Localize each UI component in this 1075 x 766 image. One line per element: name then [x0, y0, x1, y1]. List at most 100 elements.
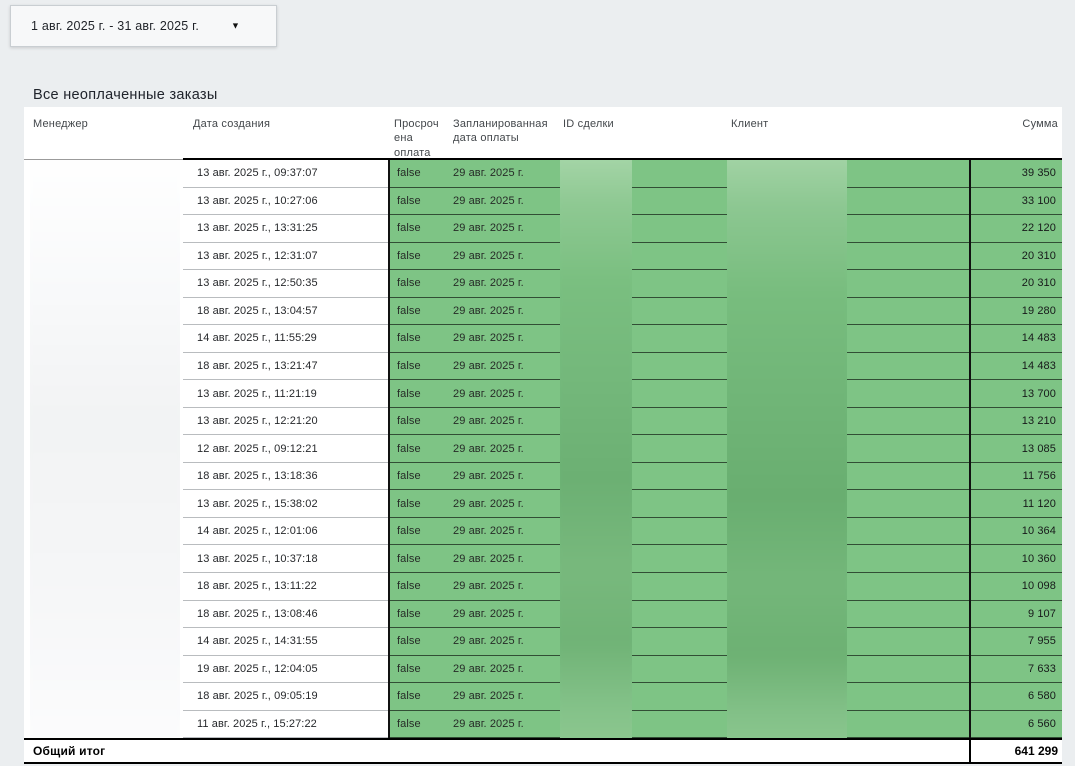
- created-cell: 13 авг. 2025 г., 10:27:06: [183, 188, 389, 216]
- created-cell: 18 авг. 2025 г., 13:21:47: [183, 353, 389, 381]
- created-cell: 13 авг. 2025 г., 09:37:07: [183, 160, 389, 188]
- created-date-column: 13 авг. 2025 г., 09:37:07 13 авг. 2025 г.…: [183, 160, 389, 739]
- empty-cell: [847, 215, 970, 243]
- empty-cell: [847, 601, 970, 629]
- empty-cell: [847, 243, 970, 271]
- empty-cell: [847, 408, 970, 436]
- overdue-cell: false: [389, 298, 448, 326]
- planned-cell: 29 авг. 2025 г.: [448, 298, 560, 326]
- empty-cell: [632, 463, 727, 491]
- amount-cell: 13 210: [970, 408, 1062, 436]
- overdue-cell: false: [389, 463, 448, 491]
- overdue-cell: false: [389, 435, 448, 463]
- overdue-cell: false: [389, 160, 448, 188]
- empty-cell: [632, 656, 727, 684]
- empty-cell: [847, 270, 970, 298]
- planned-cell: 29 авг. 2025 г.: [448, 160, 560, 188]
- amount-cell: 13 085: [970, 435, 1062, 463]
- planned-cell: 29 авг. 2025 г.: [448, 656, 560, 684]
- planned-cell: 29 авг. 2025 г.: [448, 463, 560, 491]
- empty-cell: [847, 711, 970, 739]
- created-cell: 14 авг. 2025 г., 14:31:55: [183, 628, 389, 656]
- manager-column: [24, 160, 183, 738]
- planned-cell: 29 авг. 2025 г.: [448, 490, 560, 518]
- grand-total-label: Общий итог: [33, 744, 106, 758]
- amount-cell: 10 098: [970, 573, 1062, 601]
- column-header-client: Клиент: [731, 118, 769, 130]
- amount-cell: 10 364: [970, 518, 1062, 546]
- amount-cell: 6 560: [970, 711, 1062, 739]
- overdue-cell: false: [389, 325, 448, 353]
- empty-cell: [847, 353, 970, 381]
- empty-cell: [632, 160, 727, 188]
- empty-cell: [632, 711, 727, 739]
- overdue-cell: false: [389, 215, 448, 243]
- overdue-cell: false: [389, 545, 448, 573]
- amount-cell: 20 310: [970, 243, 1062, 271]
- grand-total-row: Общий итог 641 299: [24, 738, 1062, 764]
- header-divider-right: [183, 158, 1062, 160]
- created-cell: 11 авг. 2025 г., 15:27:22: [183, 711, 389, 739]
- empty-cell: [847, 325, 970, 353]
- amount-cell: 7 955: [970, 628, 1062, 656]
- empty-cell: [847, 435, 970, 463]
- planned-date-column: 29 авг. 2025 г. 29 авг. 2025 г. 29 авг. 20…: [448, 160, 560, 739]
- empty-cell: [632, 270, 727, 298]
- planned-cell: 29 авг. 2025 г.: [448, 408, 560, 436]
- grand-total-amount: 641 299: [1014, 744, 1058, 758]
- empty-cell: [847, 490, 970, 518]
- empty-cell: [632, 518, 727, 546]
- deal-id-column: [632, 160, 727, 739]
- amount-cell: 10 360: [970, 545, 1062, 573]
- planned-cell: 29 авг. 2025 г.: [448, 711, 560, 739]
- empty-cell: [632, 490, 727, 518]
- column-header-amount: Сумма: [1022, 118, 1058, 130]
- planned-cell: 29 авг. 2025 г.: [448, 325, 560, 353]
- overdue-cell: false: [389, 683, 448, 711]
- date-range-filter[interactable]: 1 авг. 2025 г. - 31 авг. 2025 г. ▼: [10, 5, 277, 47]
- header-divider-left: [24, 159, 183, 160]
- table-header-row: Менеджер Дата создания Просрочена оплата…: [24, 107, 1062, 160]
- amount-cell: 13 700: [970, 380, 1062, 408]
- overdue-cell: false: [389, 518, 448, 546]
- empty-cell: [632, 298, 727, 326]
- empty-cell: [847, 656, 970, 684]
- empty-cell: [847, 463, 970, 491]
- amount-cell: 14 483: [970, 353, 1062, 381]
- overdue-cell: false: [389, 656, 448, 684]
- empty-cell: [847, 380, 970, 408]
- empty-cell: [632, 325, 727, 353]
- column-header-deal-id: ID сделки: [563, 118, 614, 130]
- planned-cell: 29 авг. 2025 г.: [448, 683, 560, 711]
- overdue-cell: false: [389, 243, 448, 271]
- planned-cell: 29 авг. 2025 г.: [448, 380, 560, 408]
- redacted-client-values: [727, 160, 847, 738]
- planned-cell: 29 авг. 2025 г.: [448, 545, 560, 573]
- overdue-cell: false: [389, 380, 448, 408]
- amount-cell: 9 107: [970, 601, 1062, 629]
- created-cell: 13 авг. 2025 г., 12:31:07: [183, 243, 389, 271]
- empty-cell: [847, 160, 970, 188]
- column-divider-overdue: [388, 160, 390, 738]
- overdue-cell: false: [389, 188, 448, 216]
- created-cell: 18 авг. 2025 г., 09:05:19: [183, 683, 389, 711]
- planned-cell: 29 авг. 2025 г.: [448, 628, 560, 656]
- amount-cell: 11 120: [970, 490, 1062, 518]
- column-header-manager: Менеджер: [33, 118, 88, 130]
- empty-cell: [632, 435, 727, 463]
- amount-cell: 22 120: [970, 215, 1062, 243]
- empty-cell: [632, 188, 727, 216]
- redacted-manager-values: [30, 160, 180, 738]
- created-cell: 14 авг. 2025 г., 11:55:29: [183, 325, 389, 353]
- date-range-value: 1 авг. 2025 г. - 31 авг. 2025 г.: [31, 19, 200, 33]
- empty-cell: [847, 573, 970, 601]
- planned-cell: 29 авг. 2025 г.: [448, 353, 560, 381]
- planned-cell: 29 авг. 2025 г.: [448, 435, 560, 463]
- total-column-divider: [969, 740, 971, 762]
- amount-cell: 39 350: [970, 160, 1062, 188]
- column-header-created-date: Дата создания: [193, 118, 271, 130]
- overdue-cell: false: [389, 628, 448, 656]
- overdue-cell: false: [389, 408, 448, 436]
- planned-cell: 29 авг. 2025 г.: [448, 601, 560, 629]
- created-cell: 19 авг. 2025 г., 12:04:05: [183, 656, 389, 684]
